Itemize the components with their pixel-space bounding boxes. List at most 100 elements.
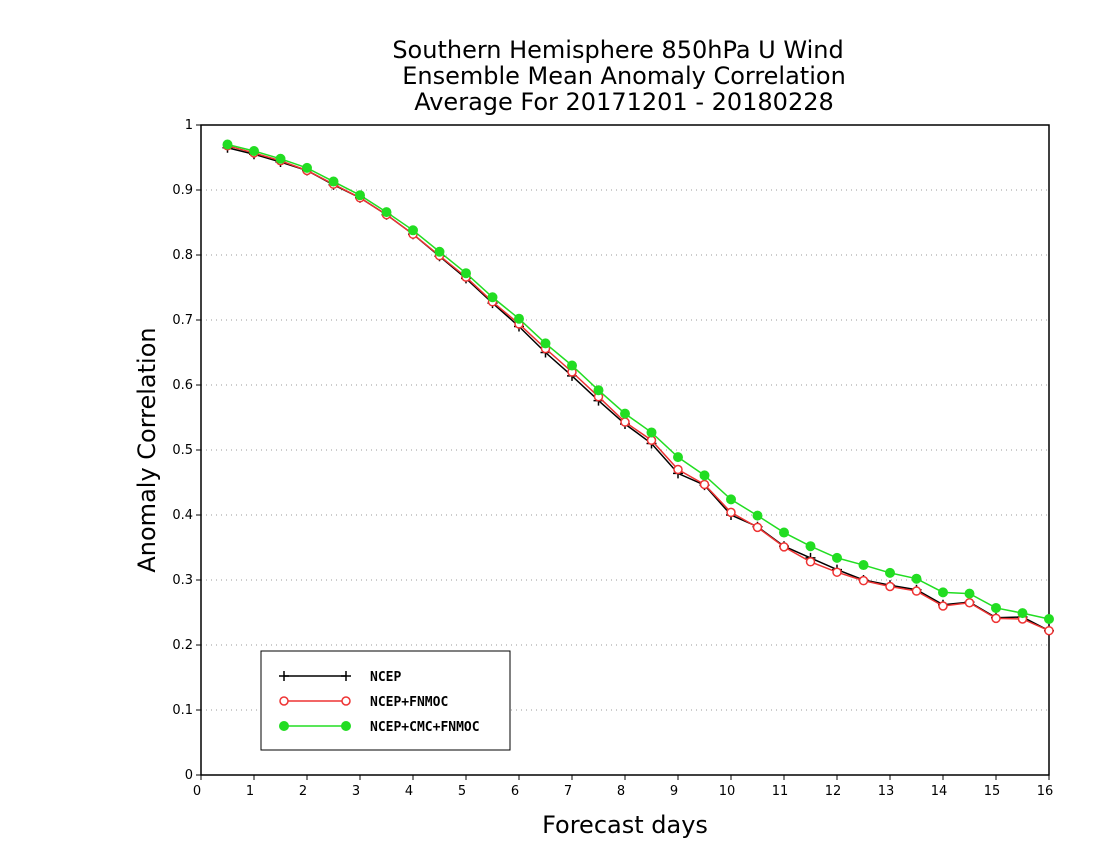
legend-item-1: NCEP+FNMOC	[279, 695, 448, 710]
y-tick-label: 0.9	[172, 183, 193, 198]
gridlines	[201, 189, 1049, 711]
data-point-1-31	[1044, 625, 1054, 636]
x-tick-label: 9	[670, 784, 678, 799]
x-axis-title: Forecast days	[542, 811, 708, 839]
data-point-2-26	[911, 573, 922, 584]
x-tick-label: 12	[825, 784, 842, 799]
data-point-2-23	[832, 552, 842, 563]
data-point-2-6	[381, 207, 392, 218]
chart-title: Southern Hemisphere 850hPa U Wind Ensemb…	[392, 36, 845, 116]
data-point-1-17	[673, 464, 683, 475]
data-point-2-3	[302, 162, 312, 173]
legend-marker-right-0	[341, 671, 351, 681]
data-point-2-22	[805, 541, 816, 552]
x-tick-label: 11	[772, 784, 789, 799]
x-axis-ticks: 0 1 2 3 4 5 6 7 8 9 10 11 12 13 14 15 16	[193, 775, 1053, 799]
data-point-1-26	[911, 586, 922, 596]
data-point-2-7	[408, 225, 418, 236]
y-tick-label: 0.6	[172, 378, 193, 393]
data-point-2-18	[699, 470, 710, 481]
data-point-2-28	[964, 588, 975, 599]
data-point-2-20	[752, 510, 763, 521]
legend-label-2: NCEP+CMC+FNMOC	[370, 720, 480, 735]
data-point-1-18	[699, 479, 710, 490]
series-2	[222, 139, 1054, 624]
x-tick-label: 7	[564, 784, 572, 799]
x-tick-label: 13	[878, 784, 895, 799]
data-point-2-14	[593, 385, 604, 396]
y-tick-label: 0.2	[172, 638, 193, 653]
y-tick-label: 0.7	[172, 313, 193, 328]
data-point-2-31	[1044, 614, 1054, 624]
data-point-2-25	[885, 567, 895, 578]
data-point-1-24	[858, 575, 869, 586]
data-point-2-12	[540, 338, 551, 349]
data-point-2-1	[249, 146, 259, 156]
data-point-1-28	[964, 598, 975, 608]
x-tick-label: 1	[246, 784, 254, 799]
series-0	[222, 142, 1054, 636]
legend-marker-left-1	[279, 696, 289, 706]
chart-title-line-2: Ensemble Mean Anomaly Correlation	[402, 62, 846, 90]
legend: NCEP NCEP+FNMOC NCEP+CMC+FNMOC	[260, 650, 511, 751]
data-point-2-16	[646, 427, 657, 438]
data-point-2-27	[938, 587, 948, 598]
x-tick-label: 2	[299, 784, 307, 799]
legend-label-0: NCEP	[370, 670, 401, 685]
data-point-1-21	[779, 542, 789, 552]
legend-label-1: NCEP+FNMOC	[370, 695, 448, 710]
y-tick-label: 0.3	[172, 573, 193, 588]
series-line-2	[227, 143, 1050, 620]
legend-marker-left-2	[279, 721, 289, 731]
data-point-2-15	[620, 408, 630, 419]
x-tick-label: 6	[511, 784, 519, 799]
data-point-2-0	[222, 139, 233, 150]
data-point-1-27	[938, 601, 948, 611]
x-tick-label: 3	[352, 784, 360, 799]
data-point-2-29	[991, 602, 1001, 613]
data-point-1-23	[832, 567, 842, 577]
data-point-1-29	[991, 613, 1001, 624]
data-point-1-15	[620, 417, 630, 427]
data-point-1-22	[805, 557, 816, 567]
y-tick-label: 0	[185, 768, 193, 783]
data-point-2-2	[275, 153, 286, 164]
x-tick-label: 10	[719, 784, 736, 799]
series-line-0	[227, 147, 1050, 632]
chart-title-line-3: Average For 20171201 - 20180228	[414, 88, 834, 116]
y-tick-label: 0.5	[172, 443, 193, 458]
data-point-1-25	[885, 581, 895, 592]
x-tick-label: 14	[931, 784, 948, 799]
legend-marker-right-2	[341, 721, 351, 731]
x-tick-label: 0	[193, 784, 201, 799]
y-axis-ticks: 0 0.1 0.2 0.3 0.4 0.5 0.6 0.7 0.8 0.9 1	[172, 118, 201, 783]
data-point-2-13	[567, 360, 577, 371]
data-point-2-10	[487, 292, 498, 303]
series-line-1	[227, 145, 1050, 632]
data-point-2-19	[726, 494, 736, 505]
data-point-2-17	[673, 452, 683, 463]
data-point-2-24	[858, 560, 869, 571]
x-tick-label: 8	[617, 784, 625, 799]
data-point-2-9	[461, 268, 471, 279]
legend-item-2: NCEP+CMC+FNMOC	[279, 720, 480, 735]
y-tick-label: 0.8	[172, 248, 193, 263]
y-axis-title: Anomaly Correlation	[133, 327, 161, 572]
x-tick-label: 15	[984, 784, 1001, 799]
data-point-2-30	[1017, 608, 1028, 619]
data-point-2-21	[779, 527, 789, 538]
data-point-2-4	[328, 176, 339, 187]
y-tick-label: 0.1	[172, 703, 193, 718]
x-tick-label: 4	[405, 784, 413, 799]
x-tick-label: 16	[1037, 784, 1054, 799]
data-point-1-19	[726, 507, 736, 518]
legend-marker-right-1	[341, 696, 351, 706]
data-point-1-20	[752, 522, 763, 533]
y-tick-label: 0.4	[172, 508, 193, 523]
chart-title-line-1: Southern Hemisphere 850hPa U Wind	[392, 36, 843, 64]
y-tick-label: 1	[185, 118, 193, 133]
data-point-2-8	[434, 246, 445, 257]
data-point-2-5	[355, 190, 365, 201]
x-tick-label: 5	[458, 784, 466, 799]
